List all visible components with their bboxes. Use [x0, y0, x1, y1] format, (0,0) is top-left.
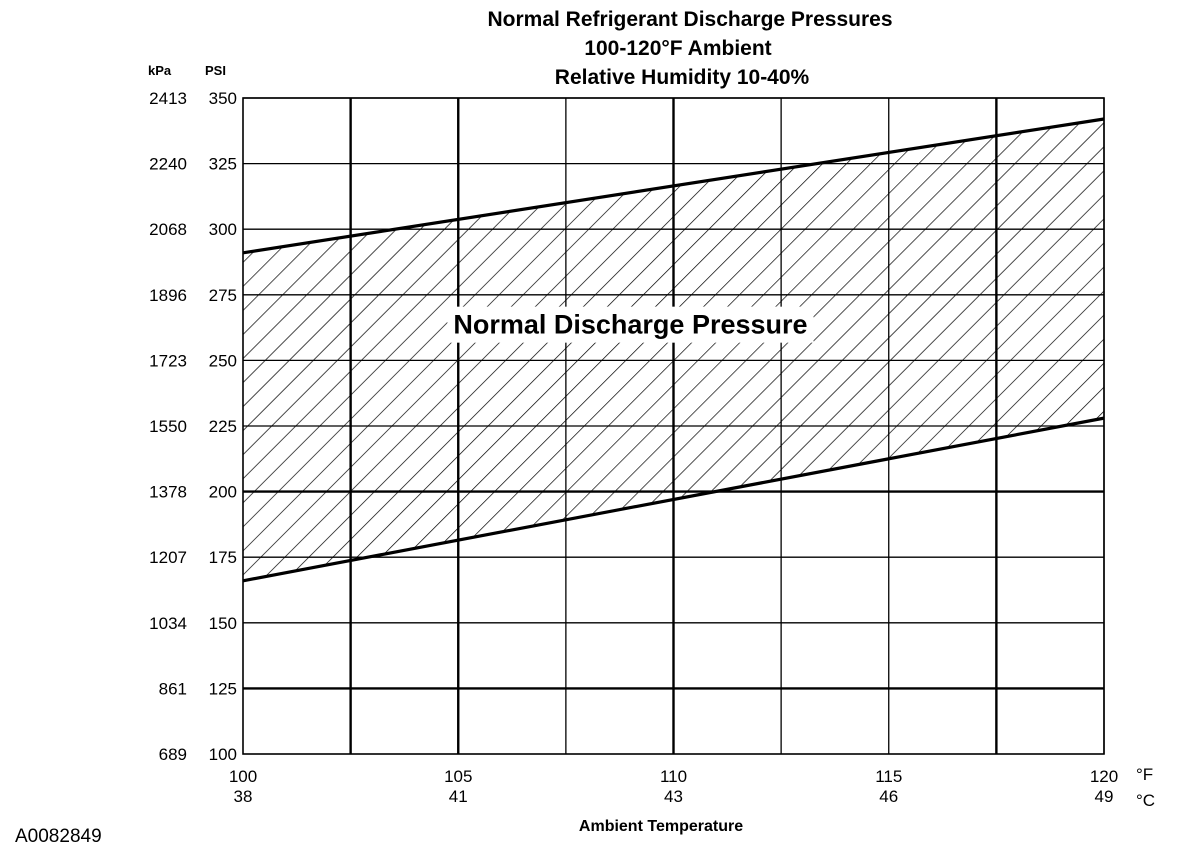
y-tick-kpa-1550: 1550	[149, 417, 187, 436]
y-tick-kpa-2068: 2068	[149, 220, 187, 239]
x-tick-f-100: 100	[229, 767, 257, 786]
y-tick-psi-150: 150	[209, 614, 237, 633]
y-tick-labels: 2413 350 2240 325 2068 300 1896 275 1723 250 1550 2…	[149, 89, 237, 764]
band-label-background	[447, 306, 814, 343]
x-tick-c-41: 41	[449, 787, 468, 806]
chart-title-line-3: Relative Humidity 10-40%	[555, 66, 810, 89]
x-tick-c-43: 43	[664, 787, 683, 806]
y-tick-kpa-2413: 2413	[149, 89, 187, 108]
band-label: Normal Discharge Pressure	[453, 310, 807, 340]
limit-lines	[242, 117, 1105, 583]
plot-border	[242, 97, 1105, 755]
plot-frame	[242, 97, 1105, 755]
y-tick-psi-225: 225	[209, 417, 237, 436]
y-tick-psi-100: 100	[209, 745, 237, 764]
x-tick-c-46: 46	[879, 787, 898, 806]
y-unit-psi: PSI	[205, 63, 226, 78]
y-tick-psi-325: 325	[209, 155, 237, 174]
x-tick-c-38: 38	[234, 787, 253, 806]
y-tick-psi-125: 125	[209, 679, 237, 698]
y-tick-psi-275: 275	[209, 286, 237, 305]
x-tick-f-105: 105	[444, 767, 472, 786]
y-tick-kpa-1034: 1034	[149, 614, 187, 633]
y-tick-kpa-1207: 1207	[149, 548, 187, 567]
y-tick-kpa-861: 861	[159, 679, 187, 698]
x-unit-fahrenheit: °F	[1136, 765, 1153, 784]
x-axis-label: Ambient Temperature	[579, 818, 743, 835]
x-tick-f-120: 120	[1090, 767, 1118, 786]
x-unit-celsius: °C	[1136, 791, 1155, 810]
x-tick-f-115: 115	[875, 767, 902, 786]
y-tick-kpa-1896: 1896	[149, 286, 187, 305]
y-tick-psi-350: 350	[209, 89, 237, 108]
x-tick-f-110: 110	[660, 767, 687, 786]
chart-title-line-2: 100-120°F Ambient	[584, 37, 771, 60]
y-tick-psi-250: 250	[209, 351, 237, 370]
figure-id: A0082849	[15, 826, 102, 847]
upper-limit-line	[242, 117, 1105, 255]
y-tick-kpa-689: 689	[159, 745, 187, 764]
y-tick-kpa-2240: 2240	[149, 155, 187, 174]
y-tick-kpa-1723: 1723	[149, 351, 187, 370]
y-unit-kpa: kPa	[148, 63, 172, 78]
y-tick-psi-300: 300	[209, 220, 237, 239]
chart-title-line-1: Normal Refrigerant Discharge Pressures	[488, 8, 893, 31]
y-tick-psi-175: 175	[209, 548, 237, 567]
y-tick-kpa-1378: 1378	[149, 483, 187, 502]
x-tick-c-49: 49	[1095, 787, 1114, 806]
y-tick-psi-200: 200	[209, 483, 237, 502]
lower-limit-line	[242, 416, 1105, 583]
